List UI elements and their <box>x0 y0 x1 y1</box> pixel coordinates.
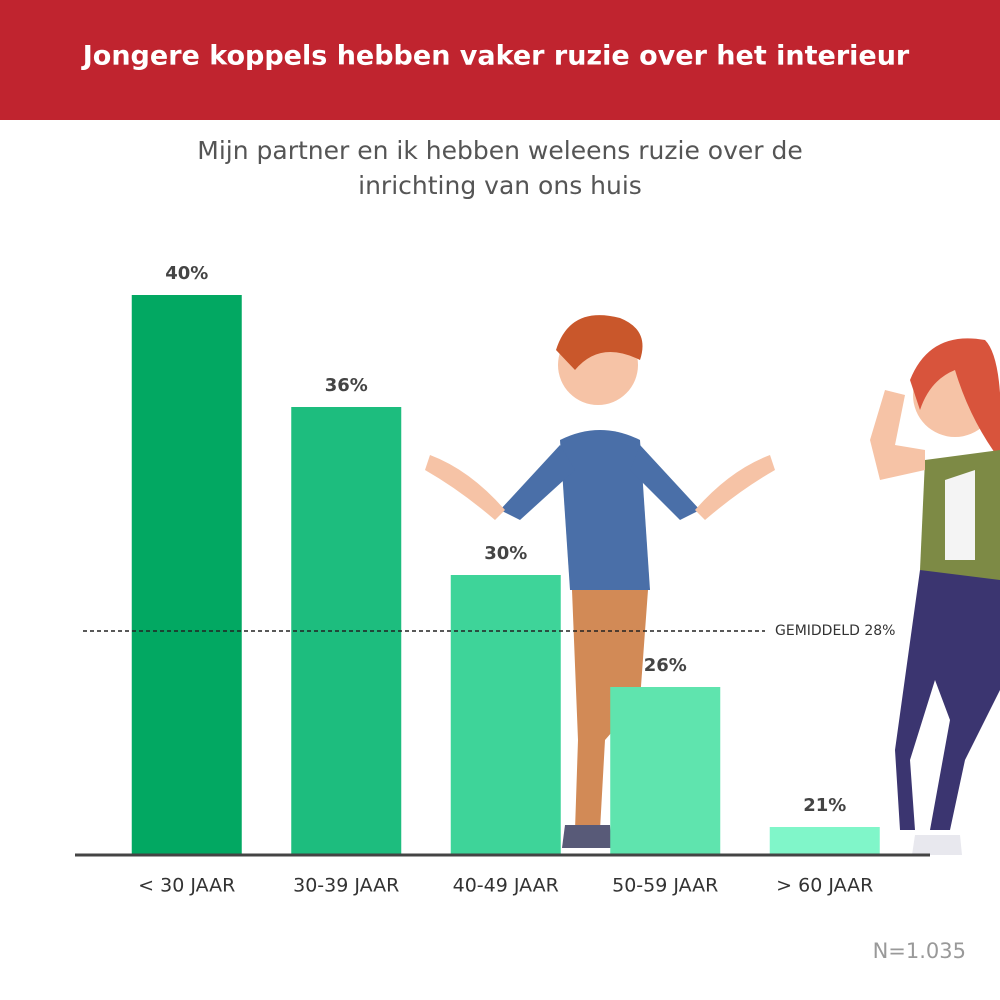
average-label: GEMIDDELD 28% <box>775 623 895 639</box>
illustration-man <box>425 315 775 848</box>
data-label: 26% <box>644 655 687 676</box>
bar <box>450 575 561 855</box>
data-label: 40% <box>165 263 208 284</box>
bar <box>610 687 721 855</box>
header-band <box>0 0 1000 120</box>
bar <box>769 827 880 855</box>
x-tick-label: 50-59 JAAR <box>612 875 718 897</box>
data-label: 36% <box>325 375 368 396</box>
x-tick-label: > 60 JAAR <box>776 875 873 897</box>
note: N=1.035 <box>873 939 966 963</box>
chart-title: Jongere koppels hebben vaker ruzie over … <box>81 41 910 72</box>
chart-subtitle: Mijn partner en ik hebben weleens ruzie … <box>197 136 802 165</box>
chart-subtitle: inrichting van ons huis <box>358 171 642 200</box>
data-label: 30% <box>484 543 527 564</box>
data-label: 21% <box>803 795 846 816</box>
illustration-woman <box>870 338 1000 855</box>
bar <box>131 295 242 855</box>
x-tick-label: 30-39 JAAR <box>293 875 399 897</box>
x-tick-label: < 30 JAAR <box>138 875 235 897</box>
x-tick-label: 40-49 JAAR <box>453 875 559 897</box>
